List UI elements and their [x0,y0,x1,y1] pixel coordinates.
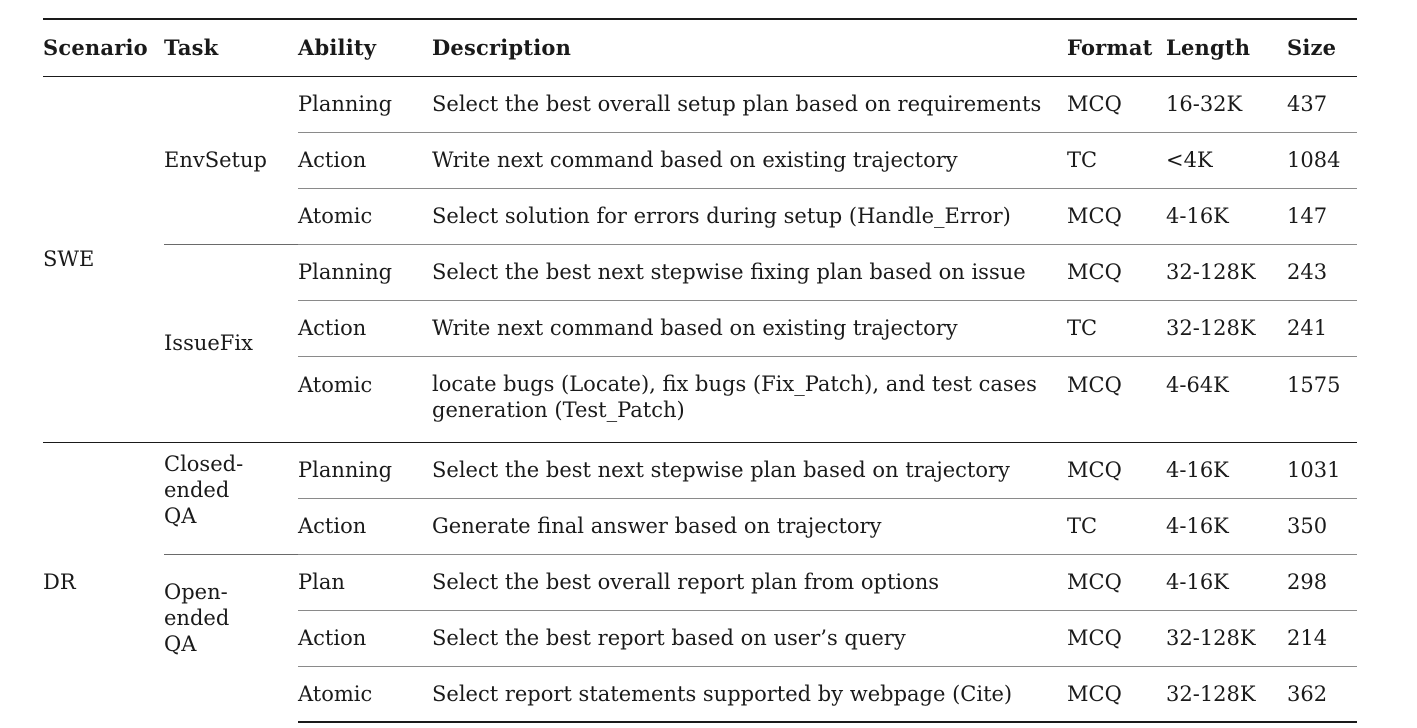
ability-cell: Atomic [298,355,432,442]
size-cell: 1031 [1287,441,1357,498]
ability-cell: Action [298,497,432,554]
size-cell: 147 [1287,187,1357,244]
ability-cell: Action [298,609,432,666]
task-line: Closed- [164,451,244,476]
scenario-cell: DR [43,441,164,722]
format-cell: TC [1067,299,1166,356]
ability-cell: Action [298,131,432,188]
column-header-description: Description [432,34,572,60]
task-cell: Open- ended QA [164,553,298,722]
table-row: Atomic Select solution for errors during… [43,187,1357,244]
table-row: IssueFix Planning Select the best next s… [43,243,1357,442]
format-cell: MCQ [1067,553,1166,610]
table-header: Scenario Task Ability Description Format… [43,19,1357,76]
format-cell: TC [1067,131,1166,188]
column-header-format: Format [1067,34,1153,60]
column-header-size: Size [1287,34,1337,60]
description-cell: Generate final answer based on trajector… [432,497,1067,554]
size-cell: 1575 [1287,355,1357,442]
size-cell: 362 [1287,665,1357,723]
size-cell: 1084 [1287,131,1357,188]
task-cell: Closed- ended QA [164,441,298,554]
size-cell: 350 [1287,497,1357,554]
table-row: Atomic Select report statements supporte… [43,665,1357,723]
task-cell: IssueFix [164,243,298,442]
length-cell: 16-32K [1166,92,1243,116]
ability-cell: Plan [298,553,432,610]
description-cell: Write next command based on existing tra… [432,131,1067,188]
format-cell: MCQ [1067,355,1166,442]
length-cell: 32-128K [1166,609,1287,666]
length-cell: 4-16K [1166,553,1287,610]
table-row: Action Generate final answer based on tr… [43,497,1357,554]
column-header-length: Length [1166,34,1251,60]
ability-cell: Planning [298,243,432,300]
format-cell: MCQ [1067,609,1166,666]
size-cell: 298 [1287,553,1357,610]
length-cell: 32-128K [1166,665,1287,723]
length-cell: 4-16K [1166,187,1287,244]
ability-cell: Planning [298,441,432,498]
scenario-cell: SWE [43,247,95,271]
description-cell: Write next command based on existing tra… [432,299,1067,356]
description-cell: Select the best next stepwise fixing pla… [432,243,1067,300]
task-line: ended [164,477,230,502]
size-cell: 243 [1287,243,1357,300]
description-cell: Select the best overall report plan from… [432,553,1067,610]
description-cell: Select report statements supported by we… [432,665,1067,723]
column-header-ability: Ability [298,34,377,60]
column-header-task: Task [164,34,219,60]
length-cell: 32-128K [1166,243,1287,300]
description-cell: locate bugs (Locate), fix bugs (Fix_Patc… [432,355,1067,442]
task-cell: EnvSetup [164,148,267,172]
format-cell: MCQ [1067,243,1166,300]
table-row: Open- ended QA Plan Select the best over… [43,553,1357,722]
length-cell: 4-64K [1166,355,1287,442]
table-row: Action Write next command based on exist… [43,299,1357,356]
length-cell: 32-128K [1166,299,1287,356]
scenario-group-swe: SWE EnvSetup Planning Select the best ov… [43,76,1357,442]
description-cell: Select the best next stepwise plan based… [432,441,1067,498]
size-cell: 437 [1287,92,1328,116]
task-line: QA [164,631,197,656]
description-cell: Select solution for errors during setup … [432,187,1067,244]
column-header-scenario: Scenario [43,34,148,60]
length-cell: 4-16K [1166,497,1287,554]
length-cell: 4-16K [1166,441,1287,498]
table-row: Action Write next command based on exist… [43,131,1357,188]
task-line: QA [164,503,197,528]
format-cell: MCQ [1067,187,1166,244]
size-cell: 241 [1287,299,1357,356]
table-row: Action Select the best report based on u… [43,609,1357,666]
format-cell: MCQ [1067,441,1166,498]
table-row: Atomic locate bugs (Locate), fix bugs (F… [43,355,1357,442]
task-line: Open- [164,579,228,604]
table-row: SWE EnvSetup Planning Select the best ov… [43,76,1357,271]
scenario-group-dr: DR Closed- ended QA Planning Select the … [43,441,1357,723]
format-cell: MCQ [1067,92,1122,116]
length-cell: <4K [1166,131,1287,188]
ability-cell: Planning [298,92,393,116]
size-cell: 214 [1287,609,1357,666]
table-row: DR Closed- ended QA Planning Select the … [43,441,1357,722]
description-cell: Select the best overall setup plan based… [432,92,1042,116]
benchmark-table: Scenario Task Ability Description Format… [43,18,1357,723]
task-line: ended [164,605,230,630]
ability-cell: Atomic [298,187,432,244]
ability-cell: Atomic [298,665,432,723]
description-cell: Select the best report based on user’s q… [432,609,1067,666]
format-cell: MCQ [1067,665,1166,723]
ability-cell: Action [298,299,432,356]
format-cell: TC [1067,497,1166,554]
